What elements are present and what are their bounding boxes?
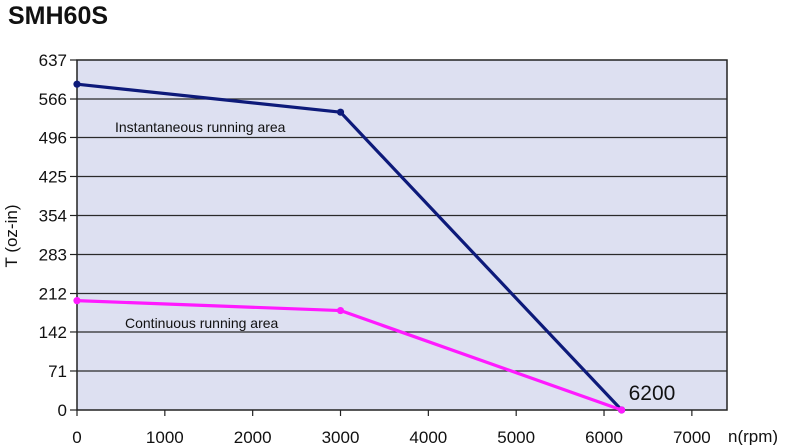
y-tick-label: 354 [39,206,67,225]
y-tick-label: 0 [58,401,67,420]
y-tick-label: 637 [39,51,67,70]
series-labels: Instantaneous running area Continuous run… [115,119,675,405]
y-tick-label: 496 [39,128,67,147]
y-tick-label: 71 [48,362,67,381]
x-tick-label: 1000 [146,428,184,445]
data-point [73,297,81,305]
x-tick-label: 7000 [673,428,711,445]
series-label-1: Continuous running area [125,315,279,331]
data-point [73,80,81,88]
x-tick-label: 0 [72,428,81,445]
y-axis-label: T (oz-in) [2,205,21,268]
plot-area [76,59,728,411]
y-tick-label: 142 [39,323,67,342]
annotation-6200: 6200 [629,382,676,405]
x-tick-label: 6000 [585,428,623,445]
y-tick-label: 283 [39,246,67,265]
y-tick-label: 566 [39,90,67,109]
series-group [73,80,626,414]
x-tick-label: 2000 [234,428,272,445]
y-tick-label: 212 [39,285,67,304]
data-point [336,306,345,315]
x-axis-ticks: 0 1000 2000 3000 4000 5000 6000 7000 [72,410,711,445]
x-tick-label: 4000 [409,428,447,445]
x-tick-label: 5000 [497,428,535,445]
y-axis-ticks: 0 71 142 212 283 354 425 496 566 637 [39,51,77,420]
data-point [336,108,345,116]
x-axis-label: n(rpm) [728,427,778,445]
chart-title: SMH60S [8,2,108,30]
x-tick-label: 3000 [322,428,360,445]
y-tick-label: 425 [39,167,67,186]
data-point [617,406,626,414]
series-label-0: Instantaneous running area [115,119,286,135]
